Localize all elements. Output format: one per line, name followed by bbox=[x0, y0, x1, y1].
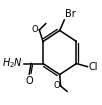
Text: Cl: Cl bbox=[88, 62, 98, 72]
Text: O: O bbox=[25, 76, 33, 86]
Text: $H_2N$: $H_2N$ bbox=[2, 56, 23, 70]
Text: O: O bbox=[53, 81, 60, 90]
Text: O: O bbox=[32, 25, 38, 34]
Text: Br: Br bbox=[65, 9, 76, 19]
